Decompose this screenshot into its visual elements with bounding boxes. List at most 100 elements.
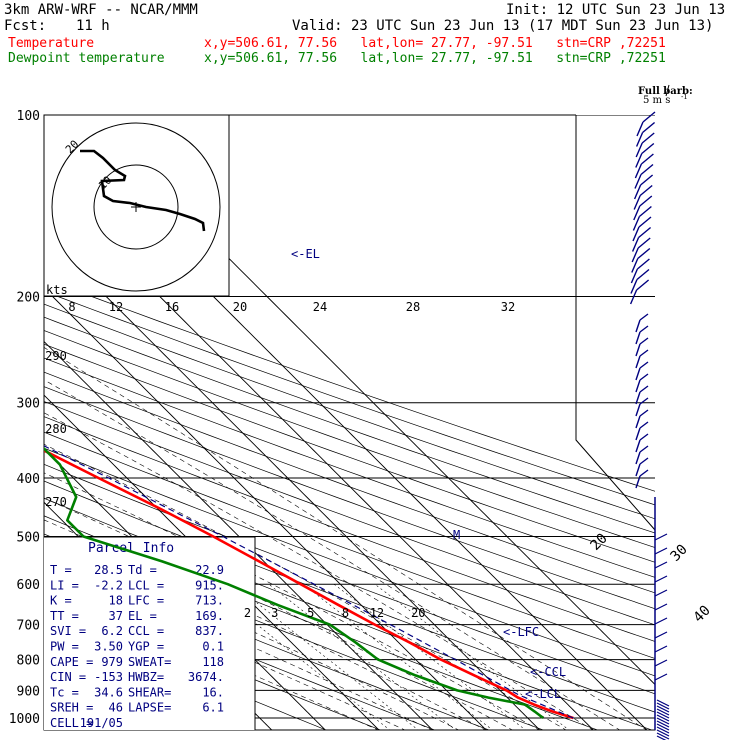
wind-barb [638,205,652,218]
parcel-info-key: CCL = [128,624,164,638]
wind-barb [639,409,649,417]
parcel-marker-label: M [453,528,460,542]
model-title: 3km ARW-WRF -- NCAR/MMM [4,2,198,18]
wind-barb [654,673,668,681]
parcel-info-key: T = [50,563,72,577]
pressure-tick-label: 200 [17,291,40,306]
parcel-info-value: -153 [94,670,123,684]
wind-barb [633,184,642,200]
dry-adiabat-line [44,303,655,520]
wind-barb [639,385,649,393]
dry-adiabat-line [44,371,655,594]
temperature-legend-info: x,y=506.61, 77.56 lat,lon= 27.77, -97.51… [204,36,666,51]
hodograph-ring [51,122,221,292]
parcel-info-value: 3.50 [94,640,123,654]
parcel-info-value: 713. [195,594,224,608]
isotherm-tick-label: 20 [588,531,611,554]
isotherm-line [44,126,648,730]
wind-barb [639,469,649,477]
wind-legend-barb [665,84,670,97]
wind-barb [635,415,641,429]
wind-barb [656,699,670,707]
wind-barb [642,111,656,123]
parcel-info-key: Tc = [50,685,79,699]
wind-barb [629,289,638,305]
wind-barb [635,463,641,477]
wind-barb [639,337,649,345]
parcel-info-value: 37 [109,609,123,623]
wind-legend-line2: 5 m s [643,95,670,106]
parcel-info-box [44,537,255,730]
wind-barb [635,439,641,453]
parcel-info-value: 118 [202,655,224,669]
mixing-ratio-tick-label: 3 [271,606,278,620]
mixing-ratio-line [268,583,457,730]
series-line-temperature [44,449,574,720]
dry-adiabat-line [44,416,655,642]
dry-adiabat-line [44,316,655,534]
mixing-ratio-line [303,583,494,730]
mixing-ratio-tick-label: 12 [370,606,384,620]
wind-barb [636,268,650,281]
moist-adiabat-line [44,443,567,730]
isotherm-line [44,340,434,730]
wind-barb [636,121,644,137]
wind-barb [635,427,641,441]
isotherm-line [44,180,594,730]
wind-barb [654,547,668,555]
isotherm-line [0,102,5,731]
parcel-info-key: EL = [128,609,157,623]
parcel-info-key: K = [50,594,72,608]
wind-barb [635,391,641,405]
wind-barb [634,174,642,189]
parcel-info-value: 16. [202,685,224,699]
wind-barb [654,575,668,583]
lfc-marker-label: <-LFC [503,625,539,639]
parcel-info-value: 46 [109,701,123,715]
parcel-info-value: 3674. [188,670,224,684]
theta-tick-label: 270 [45,495,67,509]
wind-barb [654,561,668,569]
parcel-info-key: SVI = [50,624,86,638]
wind-barb [637,237,651,249]
wind-barb [656,726,670,734]
hodograph-trace [80,149,206,232]
mixing-ratio-line [333,583,527,730]
isotherm-tick-label: 30 [668,542,691,565]
parcel-info-value: 22.9 [195,563,224,577]
wind-speed-tick-label: 12 [109,300,123,314]
wind-barb [630,268,639,284]
series-line-dewpoint [44,446,544,720]
wind-speed-tick-label: 28 [406,300,420,314]
wind-barb [636,258,650,270]
wind-barb [635,367,641,381]
hodograph-units-label: kts [46,283,68,297]
wind-barb [654,603,668,611]
isotherm-line [44,233,541,730]
wind-barb [656,714,670,722]
moist-adiabat-line [44,472,540,730]
wind-barb [639,313,649,321]
wind-barb [639,325,649,333]
wind-barb [654,533,668,541]
wind-barb [630,279,638,294]
wind-barb [631,258,639,273]
wind-barb [639,195,653,207]
parcel-info-key: LAPSE= [128,701,171,715]
wind-speed-tick-label: 32 [501,300,515,314]
lcl-marker-label: <-LCL [525,687,561,701]
wind-barb [633,195,641,210]
isotherm-line [84,115,655,686]
wind-barb [633,205,641,221]
wind-barb [641,142,655,155]
temperature-legend-label: Temperature [8,36,95,51]
dry-adiabat-line [44,290,655,506]
wind-barb [639,457,649,465]
wind-barb [635,132,644,147]
mixing-ratio-tick-label: 5 [307,606,314,620]
pressure-tick-label: 700 [17,619,40,634]
moist-adiabat-line [44,583,379,730]
wind-barb [656,732,670,740]
series-line-parcel [44,445,574,719]
mixing-ratio-line [233,583,419,730]
